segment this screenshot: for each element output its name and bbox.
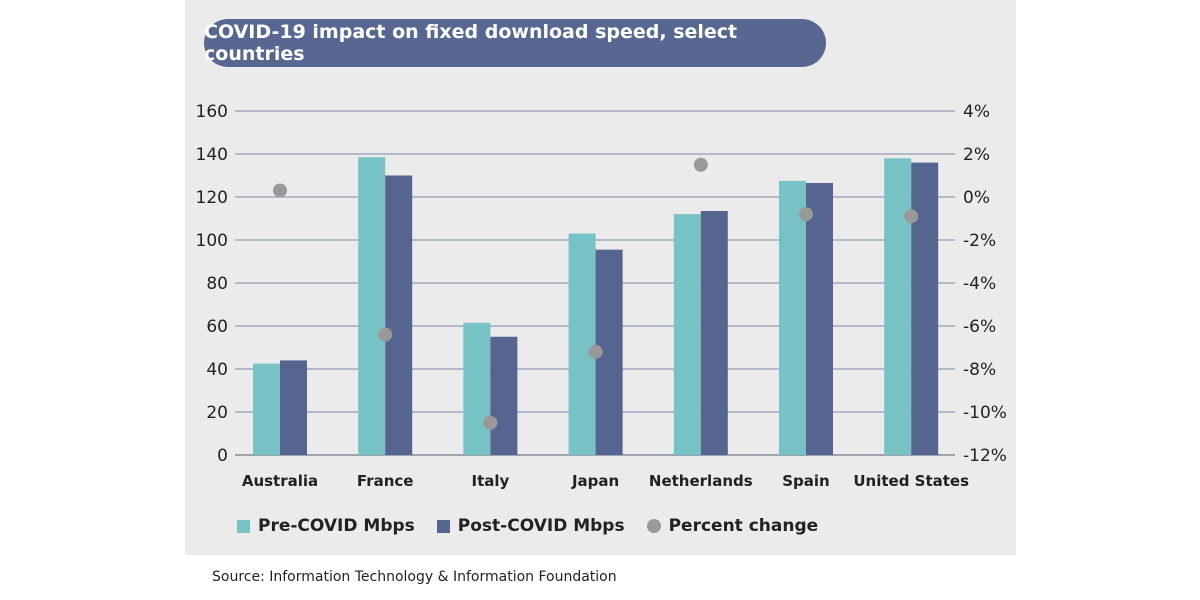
x-tick-label: Spain xyxy=(782,472,829,490)
source-note: Source: Information Technology & Informa… xyxy=(212,569,617,585)
y-tick-label: 100 xyxy=(196,231,228,251)
x-tick-label: Japan xyxy=(571,472,619,490)
legend-label-post: Post-COVID Mbps xyxy=(457,516,625,536)
point-percent-change xyxy=(904,209,919,224)
y-tick-label: 20 xyxy=(206,403,228,423)
bar-post xyxy=(911,162,939,455)
bar-pre xyxy=(779,180,806,455)
point-percent-change xyxy=(273,183,287,198)
bar-pre xyxy=(463,322,491,455)
bar-pre xyxy=(673,214,701,455)
bar-pre xyxy=(568,233,596,455)
x-tick-label: United States xyxy=(853,472,969,490)
bar-post xyxy=(280,360,307,455)
chart-title: COVID-19 impact on fixed download speed,… xyxy=(204,19,826,67)
y-tick-label: 80 xyxy=(206,274,228,294)
y2-tick-label: -8% xyxy=(963,360,996,380)
bar-post xyxy=(806,183,833,455)
y2-tick-label: -6% xyxy=(963,317,996,337)
x-tick-label: Australia xyxy=(242,472,318,490)
chart-legend: Pre-COVID Mbps Post-COVID Mbps Percent c… xyxy=(237,513,840,539)
legend-item-percent: Percent change xyxy=(646,516,819,536)
point-percent-change xyxy=(799,207,813,222)
y2-tick-label: -12% xyxy=(963,446,1007,466)
bar-post xyxy=(700,210,728,455)
y2-tick-label: 4% xyxy=(963,102,990,122)
point-percent-change xyxy=(588,344,603,359)
legend-item-post: Post-COVID Mbps xyxy=(436,516,625,536)
legend-item-pre: Pre-COVID Mbps xyxy=(237,516,415,536)
bar-post xyxy=(490,336,518,455)
point-percent-change xyxy=(483,415,498,430)
legend-swatch-percent xyxy=(646,519,661,533)
x-tick-label: Italy xyxy=(472,472,510,490)
legend-swatch-pre xyxy=(237,519,250,533)
y-tick-label: 40 xyxy=(206,360,228,380)
y-tick-label: 60 xyxy=(206,317,228,337)
y2-tick-label: -10% xyxy=(963,403,1007,423)
x-tick-label: France xyxy=(357,472,414,490)
y-tick-label: 160 xyxy=(196,102,228,122)
y2-tick-label: -4% xyxy=(963,274,996,294)
bar-pre xyxy=(253,363,280,455)
point-percent-change xyxy=(693,157,708,172)
y2-tick-label: 0% xyxy=(963,188,990,208)
bar-pre xyxy=(884,158,912,456)
y-tick-label: 120 xyxy=(196,188,228,208)
legend-label-percent: Percent change xyxy=(668,516,819,536)
legend-label-pre: Pre-COVID Mbps xyxy=(258,516,415,536)
y-tick-label: 0 xyxy=(217,446,228,466)
bar-pre xyxy=(358,157,386,455)
legend-swatch-post xyxy=(436,519,450,533)
y2-tick-label: -2% xyxy=(963,231,996,251)
y2-tick-label: 2% xyxy=(963,145,990,165)
bar-post xyxy=(385,175,413,455)
point-percent-change xyxy=(378,327,393,342)
x-tick-label: Netherlands xyxy=(649,472,753,490)
y-tick-label: 140 xyxy=(196,145,228,165)
